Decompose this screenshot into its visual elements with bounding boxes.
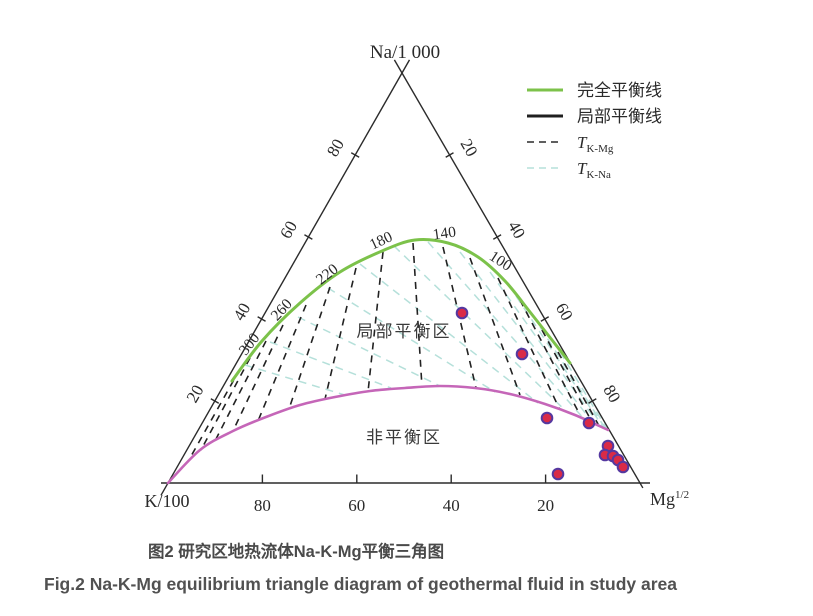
isotherm-label-100: 100 bbox=[486, 248, 515, 275]
right-axis-tick-label: 20 bbox=[457, 136, 482, 160]
tkmg-isotherm-line bbox=[469, 257, 521, 396]
bottom-axis-tick-label: 60 bbox=[348, 496, 365, 515]
left-axis-tick-label: 40 bbox=[229, 300, 254, 324]
tkmg-isotherm-line bbox=[442, 246, 477, 389]
tkmg-isotherm-line bbox=[257, 304, 307, 422]
sample-point bbox=[515, 347, 529, 361]
right-axis-tick bbox=[445, 152, 454, 158]
tkmg-isotherm-line bbox=[557, 351, 599, 425]
right-axis-tick-label: 60 bbox=[552, 300, 577, 324]
corner-label-mg: Mg1/2 bbox=[650, 489, 689, 509]
tkmg-isotherm-line bbox=[412, 242, 423, 388]
tkna-isotherm-line bbox=[515, 295, 604, 428]
tkna-isotherm-line bbox=[359, 263, 539, 404]
right-axis-tick bbox=[540, 316, 550, 322]
tkmg-isotherm-line bbox=[367, 251, 384, 393]
right-axis-tick-label: 80 bbox=[599, 382, 624, 406]
left-axis-tick bbox=[210, 398, 220, 404]
tkmg-isotherm-line bbox=[200, 357, 251, 451]
tkmg-isotherm-line bbox=[214, 340, 267, 442]
bottom-axis-tick-label: 20 bbox=[537, 496, 554, 515]
tkna-isotherm-line bbox=[297, 316, 441, 387]
right-axis-tick bbox=[492, 234, 502, 240]
legend-label-1: 局部平衡线 bbox=[577, 107, 662, 126]
tkmg-isotherm-line bbox=[497, 277, 560, 409]
sample-point bbox=[582, 416, 596, 430]
tkna-isotherm-line bbox=[269, 341, 392, 389]
isotherm-label-140: 140 bbox=[432, 223, 458, 243]
isotherm-label-220: 220 bbox=[313, 260, 342, 288]
partial-equilibrium-curve bbox=[166, 384, 610, 485]
tkna-isotherm-line bbox=[427, 241, 585, 420]
corner-label-k: K/100 bbox=[145, 491, 190, 511]
left-axis-tick bbox=[350, 152, 360, 158]
sample-point bbox=[540, 411, 554, 425]
bottom-axis-tick-label: 40 bbox=[443, 496, 460, 515]
sample-point bbox=[455, 306, 469, 320]
tkmg-isotherm-line bbox=[189, 368, 241, 459]
full-equilibrium-curve bbox=[230, 238, 572, 383]
tkmg-isotherm-line bbox=[288, 286, 331, 410]
tkmg-isotherm-line bbox=[324, 267, 357, 400]
tkmg-isotherm-line bbox=[232, 324, 284, 432]
legend-label-0: 完全平衡线 bbox=[577, 81, 662, 100]
tkna-isotherm-line bbox=[559, 351, 608, 430]
sample-point bbox=[551, 467, 565, 481]
legend-label-2: TK-Mg bbox=[577, 133, 614, 155]
tkmg-isotherm-line bbox=[519, 299, 580, 414]
zone-label-1: 非平衡区 bbox=[366, 428, 442, 447]
tkna-isotherm-line bbox=[244, 364, 346, 396]
bottom-axis-tick-label: 80 bbox=[254, 496, 271, 515]
caption-chinese: 图2 研究区地热流体Na-K-Mg平衡三角图 bbox=[148, 543, 445, 561]
tkna-isotherm-line bbox=[327, 287, 496, 393]
zone-label-0: 局部平衡区 bbox=[357, 322, 452, 341]
right-axis-tick bbox=[588, 398, 597, 404]
triangle-left-edge bbox=[160, 59, 411, 496]
tkna-isotherm-line bbox=[489, 271, 600, 426]
caption-english: Fig.2 Na-K-Mg equilibrium triangle diagr… bbox=[44, 574, 677, 594]
left-axis-tick bbox=[257, 316, 266, 322]
left-axis-tick-label: 80 bbox=[323, 136, 348, 160]
tkna-isotherm-line bbox=[393, 245, 569, 414]
legend-label-3: TK-Na bbox=[577, 159, 611, 181]
left-axis-tick-label: 20 bbox=[183, 382, 208, 406]
left-axis-tick-label: 60 bbox=[276, 218, 301, 242]
isotherm-label-180: 180 bbox=[367, 228, 395, 253]
left-axis-tick bbox=[304, 234, 313, 240]
right-axis-tick-label: 40 bbox=[504, 218, 529, 242]
apex-label-na: Na/1 000 bbox=[370, 42, 440, 63]
tkmg-isotherm-line bbox=[541, 329, 593, 423]
triangle-right-edge bbox=[393, 59, 644, 489]
sample-point bbox=[616, 460, 630, 474]
